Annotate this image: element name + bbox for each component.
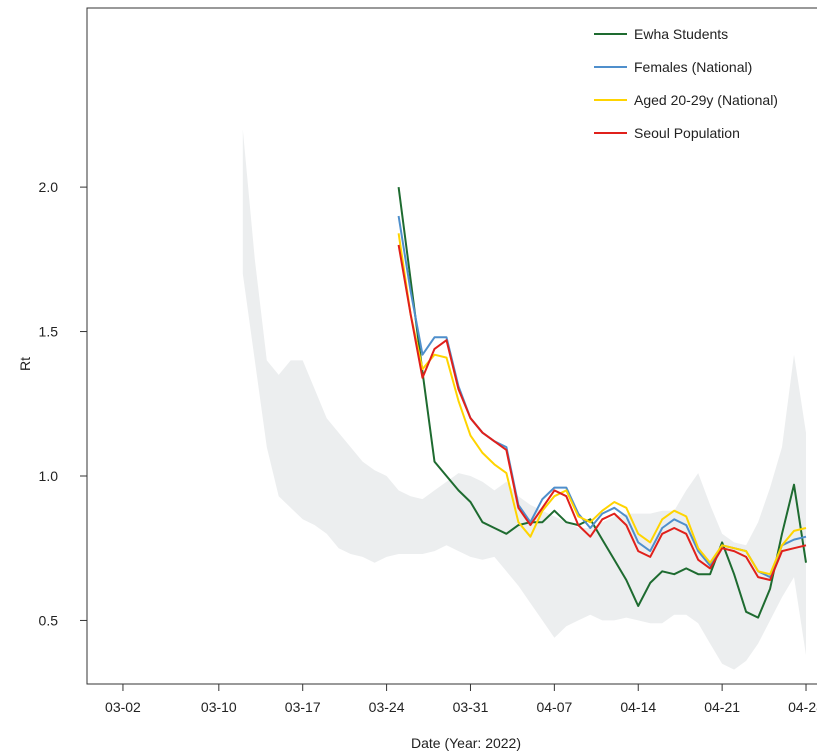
- x-tick-label: 04-14: [620, 699, 656, 715]
- plot-frame: [86, 7, 817, 685]
- y-tick-label: 1.0: [39, 468, 59, 484]
- legend: Ewha Students Females (National) Aged 20-2…: [594, 26, 778, 141]
- x-tick-label: 03-24: [369, 699, 405, 715]
- y-axis-title: Rt: [17, 357, 33, 371]
- series-line-ewha-students: [397, 186, 807, 619]
- legend-label: Ewha Students: [634, 26, 728, 42]
- x-axis-title: Date (Year: 2022): [411, 735, 521, 751]
- x-tick-label: 03-31: [453, 699, 489, 715]
- x-tick-label: 03-17: [285, 699, 321, 715]
- series-line-aged-20-29y-national: [397, 233, 807, 576]
- series-layer: [397, 186, 807, 619]
- x-tick-label: 04-21: [704, 699, 740, 715]
- y-tick-label: 2.0: [39, 179, 59, 195]
- legend-label: Seoul Population: [634, 125, 740, 141]
- x-axis: 03-02 03-10 03-17 03-24 03-31 04-07 04-14 04-21…: [105, 684, 817, 715]
- confidence-band: [242, 129, 807, 670]
- x-tick-label: 04-07: [536, 699, 572, 715]
- x-tick-label: 03-02: [105, 699, 141, 715]
- y-axis: 0.5 1.0 1.5 2.0: [39, 179, 87, 628]
- legend-label: Aged 20-29y (National): [634, 92, 778, 108]
- x-tick-label: 04-28: [788, 699, 817, 715]
- legend-label: Females (National): [634, 59, 752, 75]
- x-tick-label: 03-10: [201, 699, 237, 715]
- series-line-seoul-population: [397, 244, 807, 581]
- y-tick-label: 1.5: [39, 324, 59, 340]
- confidence-band-layer: [242, 129, 807, 670]
- y-tick-label: 0.5: [39, 612, 59, 628]
